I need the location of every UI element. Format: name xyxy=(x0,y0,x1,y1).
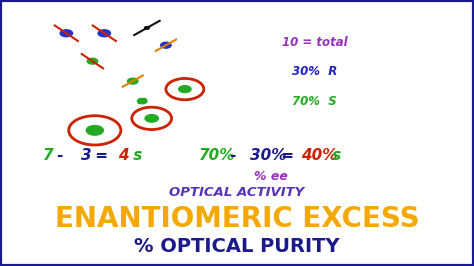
Text: =: = xyxy=(90,148,113,163)
Circle shape xyxy=(145,27,149,29)
Text: s: s xyxy=(327,148,341,163)
Circle shape xyxy=(179,86,191,93)
Text: 30%: 30% xyxy=(250,148,287,163)
Circle shape xyxy=(137,98,147,104)
Text: 30%  R: 30% R xyxy=(292,65,337,78)
Circle shape xyxy=(145,115,158,122)
Circle shape xyxy=(86,126,103,135)
Circle shape xyxy=(161,42,171,48)
Text: -: - xyxy=(225,148,242,163)
Text: 7: 7 xyxy=(43,148,53,163)
Text: 70%: 70% xyxy=(199,148,236,163)
Text: s: s xyxy=(128,148,142,163)
Text: 3: 3 xyxy=(81,148,91,163)
Text: 4: 4 xyxy=(118,148,129,163)
Text: -: - xyxy=(52,148,69,163)
Text: =: = xyxy=(276,148,299,163)
Circle shape xyxy=(60,30,73,37)
Text: 40%: 40% xyxy=(301,148,338,163)
Text: % ee: % ee xyxy=(254,171,287,183)
Text: 10 = total: 10 = total xyxy=(282,36,347,49)
Text: 70%  S: 70% S xyxy=(292,95,336,107)
Circle shape xyxy=(128,78,138,84)
Text: OPTICAL ACTIVITY: OPTICAL ACTIVITY xyxy=(169,186,305,199)
Circle shape xyxy=(98,30,110,37)
Circle shape xyxy=(87,58,98,64)
Text: ENANTIOMERIC EXCESS: ENANTIOMERIC EXCESS xyxy=(55,205,419,234)
Text: % OPTICAL PURITY: % OPTICAL PURITY xyxy=(134,237,340,256)
